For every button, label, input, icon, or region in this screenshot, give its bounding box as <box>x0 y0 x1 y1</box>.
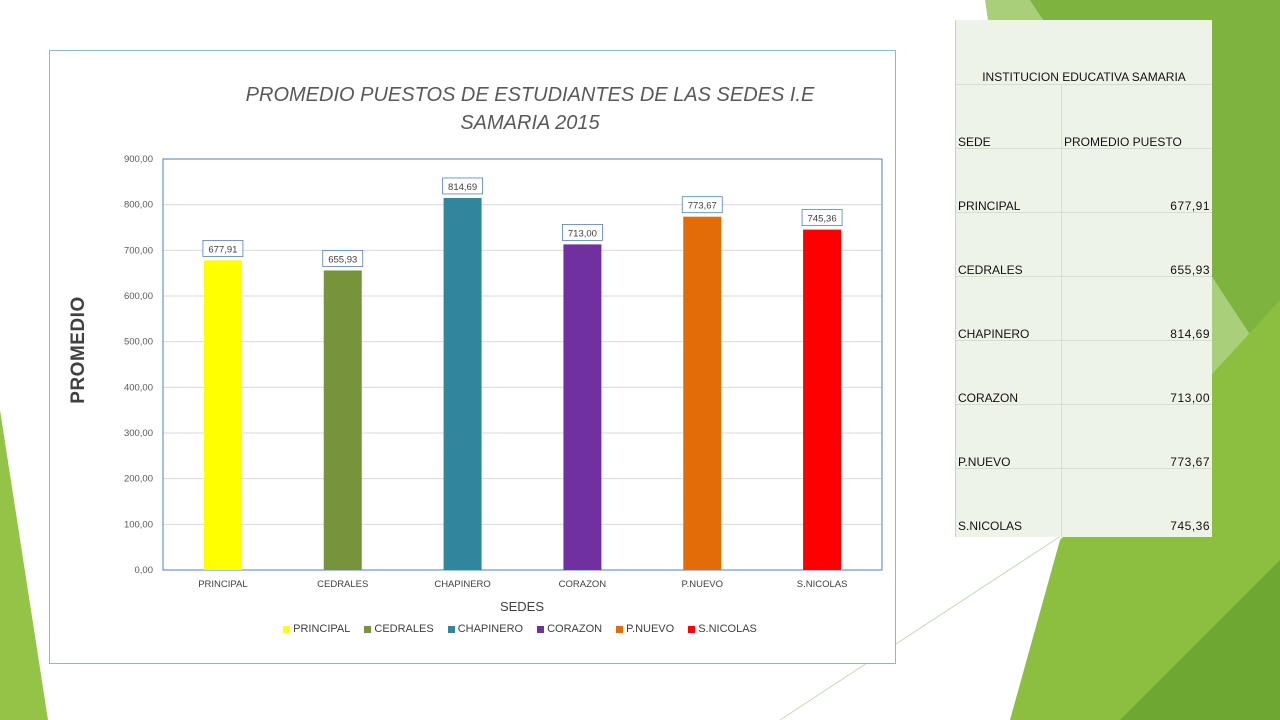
data-label: 773,67 <box>688 201 717 212</box>
y-tick-label: 200,00 <box>124 474 153 485</box>
y-tick-label: 300,00 <box>124 428 153 439</box>
x-tick-label: S.NICOLAS <box>797 579 848 590</box>
chart-frame: 0,00 100,00 200,00 300,00 400,00 500,00 600,00… <box>49 50 896 664</box>
legend-item: P.NUEVO <box>616 621 674 637</box>
table-header-row: SEDE PROMEDIO PUESTO <box>956 84 1212 149</box>
data-label: 713,00 <box>568 228 597 239</box>
x-tick-label: CHAPINERO <box>434 579 490 590</box>
y-tick-label: 0,00 <box>135 565 154 576</box>
bar-snicolas <box>803 229 842 570</box>
data-label-box <box>442 177 483 195</box>
legend-swatch <box>364 625 372 633</box>
x-axis-title: SEDES <box>499 599 545 614</box>
bar-corazon <box>563 244 602 570</box>
data-label: 655,93 <box>328 254 357 265</box>
legend-item: S.NICOLAS <box>688 621 757 637</box>
legend-label: CHAPINERO <box>457 623 524 635</box>
table-cell-promedio: 677,91 <box>1170 199 1210 213</box>
legend-swatch <box>447 625 455 633</box>
table-cell-sede: PRINCIPAL <box>958 199 1021 213</box>
data-label: 814,69 <box>448 182 477 193</box>
bar-chapinero <box>443 197 482 570</box>
plot-area-border <box>162 158 883 571</box>
table-row: P.NUEVO 773,67 <box>956 404 1212 469</box>
bar-cedrales <box>323 270 362 570</box>
legend-label: CEDRALES <box>374 623 434 635</box>
table-cell-promedio: 814,69 <box>1170 327 1210 341</box>
legend-item: CORAZON <box>537 621 602 637</box>
y-axis-title: PROMEDIO <box>68 296 89 404</box>
legend-swatch <box>283 625 291 633</box>
table-cell-sede: CHAPINERO <box>958 327 1030 341</box>
table-column-divider <box>1061 84 1062 537</box>
x-tick-label: CEDRALES <box>317 579 368 590</box>
decor-line <box>779 529 1071 720</box>
table-header-sede: SEDE <box>958 135 991 149</box>
legend-label: S.NICOLAS <box>698 623 757 635</box>
legend-item: PRINCIPAL <box>283 621 350 637</box>
y-tick-label: 700,00 <box>124 245 153 256</box>
bar-pnuevo <box>683 216 722 570</box>
data-label-box <box>322 250 364 267</box>
y-tick-label: 400,00 <box>124 382 153 393</box>
data-label-box <box>202 240 244 257</box>
legend-label: P.NUEVO <box>626 623 675 635</box>
table-cell-sede: S.NICOLAS <box>958 519 1023 533</box>
table-row: PRINCIPAL 677,91 <box>956 148 1212 213</box>
table-row: CHAPINERO 814,69 <box>956 276 1212 341</box>
legend-swatch <box>537 625 545 633</box>
legend-label: PRINCIPAL <box>293 623 351 635</box>
table-row: S.NICOLAS 745,36 <box>956 468 1212 533</box>
green-shape-corner <box>1120 560 1280 720</box>
x-tick-label: PRINCIPAL <box>198 579 247 590</box>
legend-label: CORAZON <box>547 623 603 635</box>
table-cell-promedio: 655,93 <box>1170 263 1210 277</box>
legend: PRINCIPAL CEDRALES CHAPINERO CORAZON P.NUEVO… <box>170 621 870 637</box>
data-label: 745,36 <box>808 214 837 225</box>
data-label-box <box>681 196 723 214</box>
data-label: 677,91 <box>208 244 237 255</box>
table-row: CORAZON 713,00 <box>956 340 1212 405</box>
data-label-box <box>562 223 603 241</box>
bar-principal <box>203 260 242 570</box>
table-cell-promedio: 713,00 <box>1170 391 1210 405</box>
data-label-box <box>801 209 843 227</box>
y-tick-label: 600,00 <box>124 291 153 302</box>
table-header-promedio: PROMEDIO PUESTO <box>1064 135 1182 149</box>
y-tick-label: 100,00 <box>124 519 153 530</box>
table-title: INSTITUCION EDUCATIVA SAMARIA <box>982 70 1186 84</box>
legend-swatch <box>688 625 696 633</box>
legend-swatch <box>616 625 624 633</box>
table-cell-sede: CORAZON <box>958 391 1018 405</box>
legend-item: CEDRALES <box>364 621 434 637</box>
table-cell-sede: CEDRALES <box>958 263 1023 277</box>
x-tick-label: CORAZON <box>559 579 607 590</box>
table-cell-promedio: 745,36 <box>1170 519 1210 533</box>
table-row: CEDRALES 655,93 <box>956 212 1212 277</box>
x-tick-label: P.NUEVO <box>681 579 723 590</box>
y-tick-label: 800,00 <box>124 200 153 211</box>
table-cell-sede: P.NUEVO <box>958 455 1011 469</box>
bar-chart: 0,00 100,00 200,00 300,00 400,00 500,00 600,00… <box>124 154 883 590</box>
legend-item: CHAPINERO <box>447 621 524 637</box>
green-shape-left <box>0 410 48 720</box>
chart-title: PROMEDIO PUESTOS DE ESTUDIANTES DE LAS S… <box>245 84 815 134</box>
table-cell-promedio: 773,67 <box>1170 455 1210 469</box>
data-table: INSTITUCION EDUCATIVA SAMARIA SEDE PROME… <box>955 20 1212 537</box>
y-tick-label: 900,00 <box>124 154 153 165</box>
y-tick-label: 500,00 <box>124 337 153 348</box>
